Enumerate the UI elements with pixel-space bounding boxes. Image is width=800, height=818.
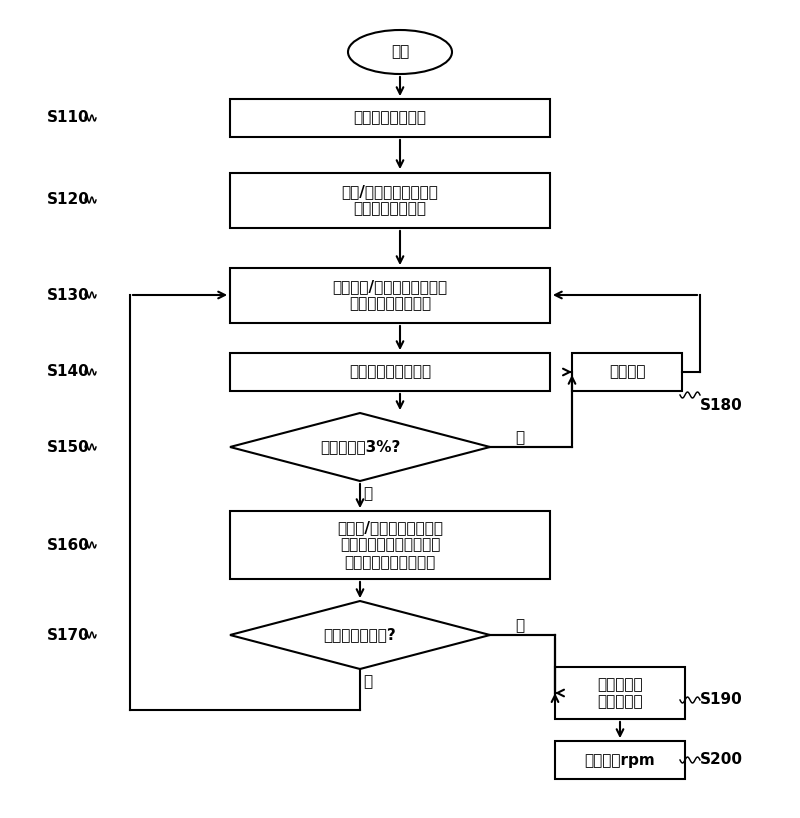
Text: S170: S170 [46,627,90,642]
FancyBboxPatch shape [230,511,550,579]
Text: 相对误差＜3%?: 相对误差＜3%? [320,439,400,455]
Ellipse shape [348,30,452,74]
FancyBboxPatch shape [230,99,550,137]
Text: 是: 是 [515,618,525,633]
Polygon shape [230,413,490,481]
FancyBboxPatch shape [572,353,682,391]
FancyBboxPatch shape [555,741,685,779]
Polygon shape [230,601,490,669]
Text: S140: S140 [46,365,90,380]
Text: S160: S160 [46,537,90,552]
FancyBboxPatch shape [555,667,685,719]
Text: 发出倾斜行
驶警告指令: 发出倾斜行 驶警告指令 [597,676,643,709]
Text: S190: S190 [700,693,742,708]
Text: S180: S180 [700,398,742,412]
Text: 检测向左/右侧行驶马达供给
的工作油的实际流量: 检测向左/右侧行驶马达供给 的工作油的实际流量 [333,279,447,311]
Text: 开始: 开始 [391,44,409,60]
Text: 向左/右侧行驶马达供给
相同流量的工作油: 向左/右侧行驶马达供给 相同流量的工作油 [342,184,438,216]
Text: S110: S110 [46,110,90,125]
FancyBboxPatch shape [230,267,550,322]
Text: S200: S200 [700,753,743,767]
Text: 是: 是 [515,430,525,446]
Text: 否: 否 [363,487,373,501]
Text: S130: S130 [46,287,90,303]
Text: 比较所检测的流量值: 比较所检测的流量值 [349,365,431,380]
Text: S150: S150 [46,439,90,455]
Text: 正常行驶: 正常行驶 [609,365,646,380]
Text: 传递直行行驶信号: 传递直行行驶信号 [354,110,426,125]
FancyBboxPatch shape [230,353,550,391]
Text: 实质性控制不成?: 实质性控制不成? [324,627,396,642]
Text: 限制工作rpm: 限制工作rpm [585,753,655,767]
Text: 控制左/右侧流量控制阀中
至少一个阀而调节向对应
的行驶马达的供给流量: 控制左/右侧流量控制阀中 至少一个阀而调节向对应 的行驶马达的供给流量 [337,520,443,570]
FancyBboxPatch shape [230,173,550,227]
Text: S120: S120 [46,192,90,208]
Text: 否: 否 [363,675,373,690]
